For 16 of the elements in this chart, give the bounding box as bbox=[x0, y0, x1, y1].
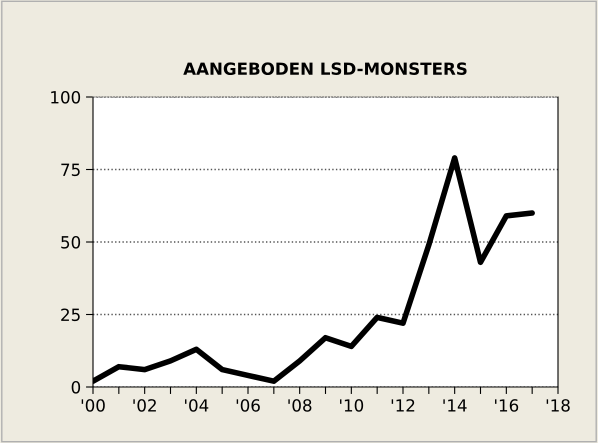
x-tick-label: '06 bbox=[236, 399, 260, 412]
x-tick-label: '04 bbox=[185, 399, 208, 412]
y-tick-label: 50 bbox=[61, 236, 80, 249]
x-tick-label: '16 bbox=[495, 399, 518, 412]
chart-title: AANGEBODEN LSD-MONSTERS bbox=[183, 62, 467, 76]
x-tick-label: '02 bbox=[133, 399, 156, 412]
y-tick-label: 100 bbox=[51, 90, 80, 104]
x-tick-label: '00 bbox=[82, 399, 105, 412]
y-tick-label: 0 bbox=[72, 380, 80, 394]
y-tick-label: 75 bbox=[61, 164, 80, 176]
y-tick-label: 25 bbox=[61, 308, 80, 322]
x-tick-label: '10 bbox=[340, 399, 364, 412]
x-tick-label: '18 bbox=[546, 399, 570, 412]
x-tick-label: '14 bbox=[443, 399, 467, 412]
x-tick-label: '12 bbox=[392, 399, 414, 412]
x-tick-label: '08 bbox=[288, 399, 312, 412]
